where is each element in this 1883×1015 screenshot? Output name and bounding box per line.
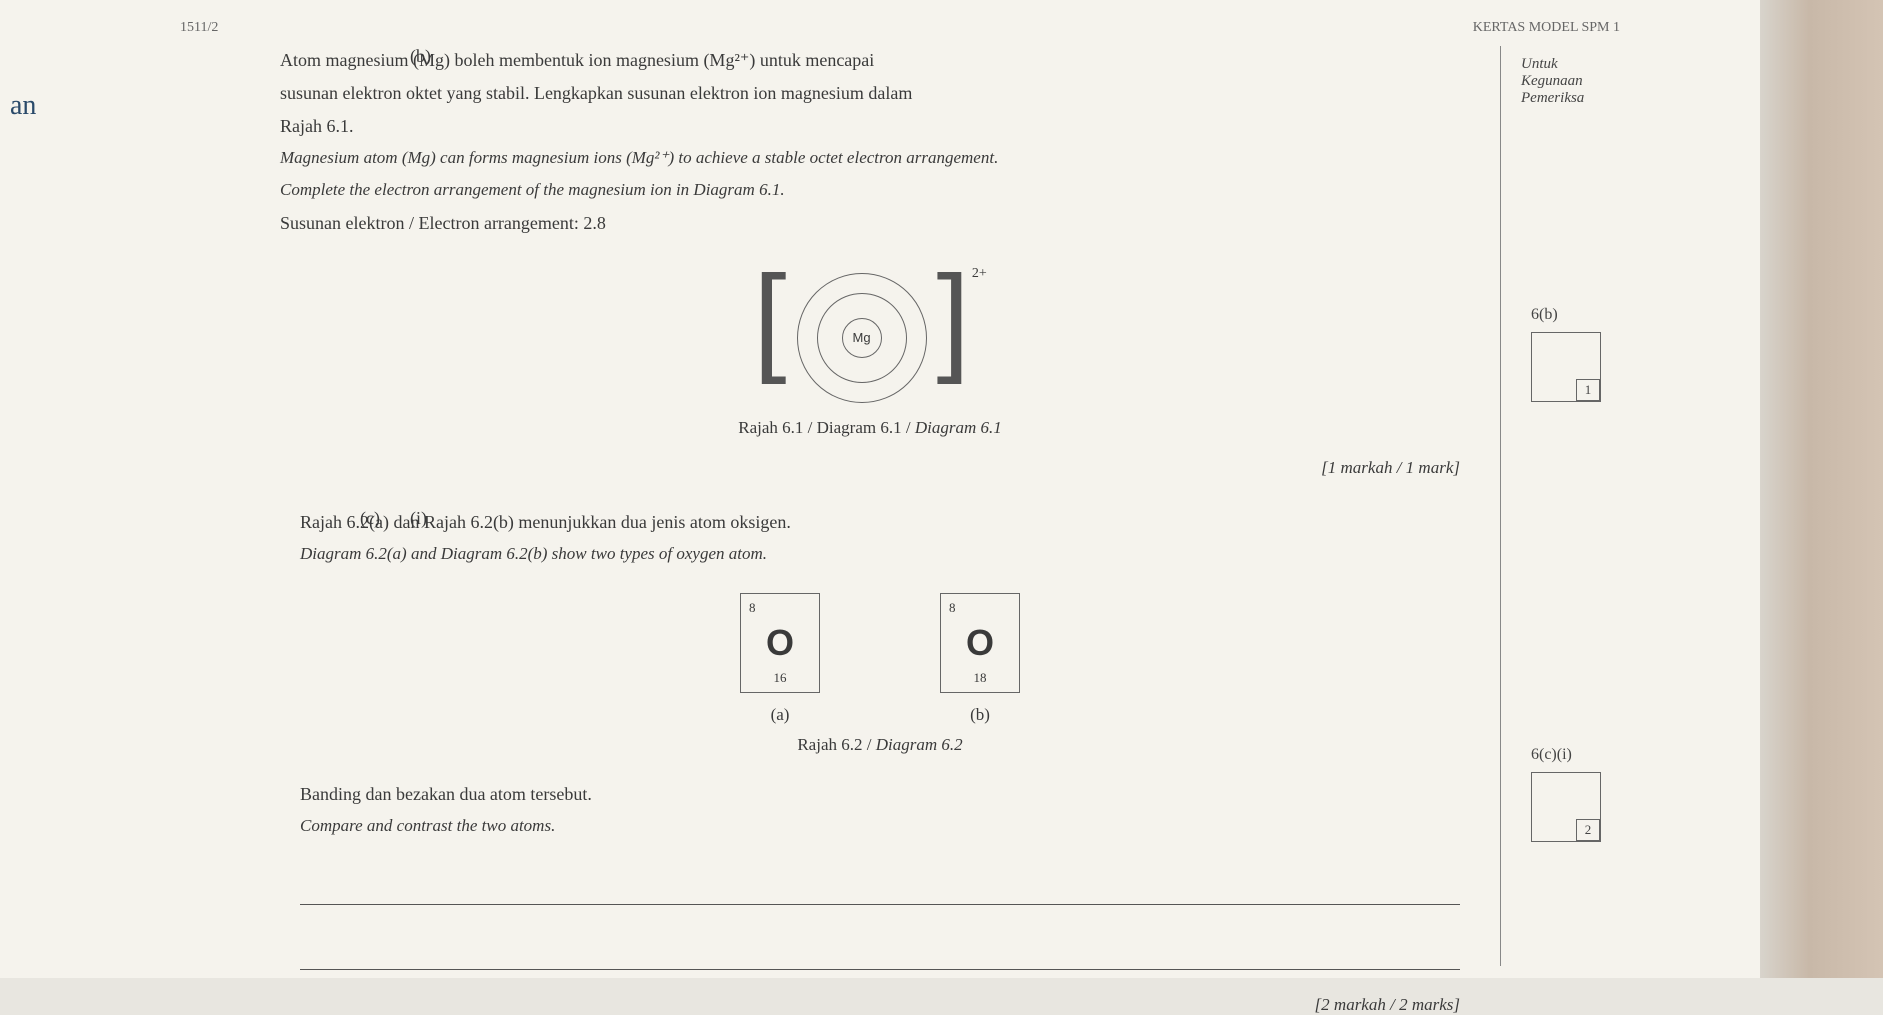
question-c-i: (c) (i) Rajah 6.2(a) dan Rajah 6.2(b) me… — [230, 508, 1460, 1015]
book-binding — [1760, 0, 1883, 978]
question-b-text-my-3: Rajah 6.1. — [280, 112, 1460, 141]
electron-shells: Mg — [792, 268, 932, 408]
score-max-6ci: 2 — [1576, 819, 1600, 841]
element-box-a: 8 O 16 — [740, 593, 820, 693]
label-c: (c) — [360, 508, 380, 529]
symbol-b: O — [966, 622, 994, 664]
mass-a: 16 — [774, 670, 787, 686]
compare-en: Compare and contrast the two atoms. — [300, 812, 1460, 839]
question-b: (b) Atom magnesium (Mg) boleh membentuk … — [230, 46, 1460, 478]
main-content: (b) Atom magnesium (Mg) boleh membentuk … — [60, 46, 1700, 1015]
score-box-6ci: 6(c)(i) 2 — [1531, 746, 1601, 842]
symbol-a: O — [766, 622, 794, 664]
diagram-6-2-caption: Rajah 6.2 / Diagram 6.2 — [300, 735, 1460, 755]
label-b: (b) — [410, 46, 431, 67]
score-label-6ci: 6(c)(i) — [1531, 746, 1601, 764]
answer-line-2[interactable] — [300, 930, 1460, 970]
proton-b: 8 — [949, 600, 956, 616]
answer-line-1[interactable] — [300, 865, 1460, 905]
electron-arrangement-label: Susunan elektron / Electron arrangement:… — [280, 209, 1460, 238]
question-b-text-en-1: Magnesium atom (Mg) can forms magnesium … — [280, 144, 1460, 171]
label-b-box: (b) — [940, 705, 1020, 725]
examiner-label-1: Untuk — [1521, 56, 1700, 73]
exam-page: 1511/2 KERTAS MODEL SPM 1 an (b) Atom ma… — [0, 0, 1760, 978]
question-b-text-en-2: Complete the electron arrangement of the… — [280, 176, 1460, 203]
question-b-text-my-2: susunan elektron oktet yang stabil. Leng… — [280, 79, 1460, 108]
examiner-label-2: Kegunaan — [1521, 73, 1700, 90]
score-box-6ci-box[interactable]: 2 — [1531, 772, 1601, 842]
atom-box-b: 8 O 18 (b) — [940, 593, 1020, 725]
examiner-label-3: Pemeriksa — [1521, 90, 1700, 107]
atom-diagrams: 8 O 16 (a) 8 O 18 (b) — [300, 593, 1460, 725]
question-c-text-my: Rajah 6.2(a) dan Rajah 6.2(b) menunjukka… — [300, 508, 1460, 537]
atom-box-a: 8 O 16 (a) — [740, 593, 820, 725]
question-c-text-en: Diagram 6.2(a) and Diagram 6.2(b) show t… — [300, 540, 1460, 567]
score-box-6b-box[interactable]: 1 — [1531, 332, 1601, 402]
mass-b: 18 — [974, 670, 987, 686]
ion-diagram: [ Mg ] 2+ — [753, 258, 987, 408]
marks-b: [1 markah / 1 mark] — [280, 458, 1460, 478]
diagram-6-1-caption: Rajah 6.1 / Diagram 6.1 / Diagram 6.1 — [280, 418, 1460, 438]
paper-code: 1511/2 — [180, 20, 218, 36]
paper-title: KERTAS MODEL SPM 1 — [1473, 20, 1620, 36]
page-header: 1511/2 KERTAS MODEL SPM 1 — [60, 20, 1700, 36]
ion-charge: 2+ — [972, 266, 987, 282]
compare-my: Banding dan bezakan dua atom tersebut. — [300, 780, 1460, 809]
left-bracket: [ — [753, 258, 786, 378]
score-label-6b: 6(b) — [1531, 306, 1601, 324]
label-c-i: (i) — [410, 508, 427, 529]
examiner-column: Untuk Kegunaan Pemeriksa 6(b) 1 6(c)(i) … — [1500, 46, 1700, 966]
diagram-6-1: [ Mg ] 2+ Rajah 6.1 / Diagram 6.1 / Diag… — [280, 258, 1460, 438]
question-area: (b) Atom magnesium (Mg) boleh membentuk … — [60, 46, 1480, 1015]
element-box-b: 8 O 18 — [940, 593, 1020, 693]
label-a: (a) — [740, 705, 820, 725]
nucleus: Mg — [842, 318, 882, 358]
score-box-6b: 6(b) 1 — [1531, 306, 1601, 402]
question-b-text-my-1: Atom magnesium (Mg) boleh membentuk ion … — [280, 46, 1460, 75]
right-bracket: ] — [937, 258, 970, 378]
proton-a: 8 — [749, 600, 756, 616]
handwritten-annotation: an — [10, 90, 36, 122]
marks-c: [2 markah / 2 marks] — [300, 995, 1460, 1015]
score-max-6b: 1 — [1576, 379, 1600, 401]
